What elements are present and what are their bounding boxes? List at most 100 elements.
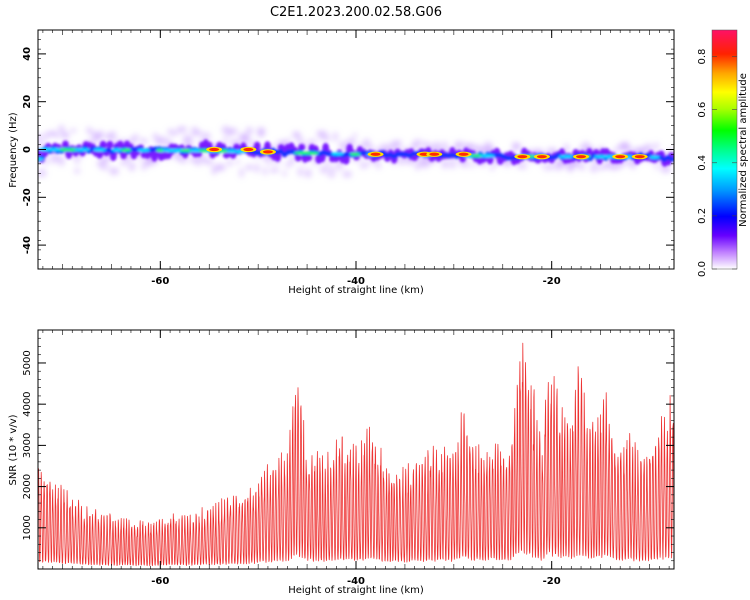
spectral-core-blob — [669, 156, 674, 162]
x-tick-label: -60 — [151, 276, 169, 287]
colorbar-tick-label: 0.6 — [697, 102, 708, 118]
spectral-halo-blob — [668, 149, 674, 154]
spectral-hotspot-core — [429, 152, 440, 156]
spectral-mid-blob — [137, 148, 151, 152]
colorbar-label: Normalized spectral amplitude — [738, 73, 749, 227]
spectral-halo-blob — [574, 160, 582, 167]
spectral-halo-blob — [327, 166, 337, 172]
spectral-halo-blob — [665, 166, 671, 173]
spectral-halo-blob — [518, 164, 528, 169]
spectral-halo-blob — [654, 164, 659, 170]
spectral-halo-blob — [297, 166, 303, 177]
snr-panel: -60 -40 -20 1000 2000 3000 4000 5000 Height of … — [8, 329, 675, 596]
spectral-halo-blob — [245, 126, 254, 135]
spectral-band-blob — [116, 140, 124, 150]
spectrogram-panel: -60 -40 -20 -40 -20 0 20 40 Height of straight … — [8, 29, 675, 296]
spectral-halo-blob — [327, 171, 336, 178]
spectral-halo-blob — [342, 170, 353, 178]
spectral-halo-blob — [517, 143, 522, 150]
spectral-halo-blob — [441, 159, 450, 169]
spectral-halo-blob — [58, 156, 65, 167]
snr-ylabel: SNR (10 * v/v) — [8, 414, 19, 485]
spectral-mid-blob — [73, 148, 91, 152]
spectral-halo-blob — [291, 131, 301, 137]
spectral-halo-blob — [324, 160, 332, 165]
spectral-halo-blob — [262, 166, 268, 176]
spectral-halo-blob — [589, 163, 598, 173]
spectral-halo-blob — [285, 162, 292, 168]
colorbar-tick-label: 0.4 — [697, 155, 708, 171]
chart-title: C2E1.2023.200.02.58.G06 — [270, 5, 442, 20]
colorbar-tick-label: 0.0 — [697, 261, 708, 277]
spectral-mid-blob — [302, 151, 320, 155]
spectrogram-xlabel: Height of straight line (km) — [288, 285, 424, 296]
spectral-halo-blob — [546, 163, 555, 170]
spectral-halo-blob — [109, 166, 116, 176]
spectrogram-image — [38, 125, 674, 178]
y-tick-label: 1000 — [22, 515, 33, 540]
spectrogram-ticks: -60 -40 -20 -40 -20 0 20 40 — [22, 29, 674, 287]
spectral-halo-blob — [88, 130, 97, 135]
spectral-halo-blob — [244, 164, 254, 171]
spectral-halo-blob — [156, 140, 163, 145]
spectral-halo-blob — [172, 131, 178, 136]
spectral-halo-blob — [644, 143, 653, 148]
y-tick-label: 20 — [22, 95, 33, 109]
spectral-halo-blob — [319, 165, 328, 174]
spectral-hotspot-core — [576, 155, 587, 159]
y-tick-label: -40 — [22, 236, 33, 254]
spectral-halo-blob — [384, 143, 389, 152]
colorbar-tick-label: 0.2 — [697, 208, 708, 224]
spectral-halo-blob — [511, 142, 520, 150]
x-tick-label: -20 — [543, 576, 561, 587]
spectral-halo-blob — [196, 160, 201, 167]
spectral-halo-blob — [256, 126, 266, 136]
spectral-core-blob — [277, 149, 284, 155]
spectral-halo-blob — [289, 157, 296, 165]
colorbar-tick-label: 0.8 — [697, 49, 708, 65]
spectral-halo-blob — [290, 153, 295, 159]
spectral-halo-blob — [266, 160, 272, 165]
snr-xlabel: Height of straight line (km) — [288, 585, 424, 596]
spectral-halo-blob — [74, 168, 80, 174]
spectral-hotspot-core — [243, 147, 254, 152]
spectral-band-blob — [61, 140, 69, 149]
y-tick-label: 40 — [22, 47, 33, 61]
spectral-mid-blob — [349, 152, 361, 156]
spectral-halo-blob — [442, 141, 448, 150]
spectral-band-blob — [96, 150, 104, 159]
spectral-halo-blob — [412, 138, 423, 148]
spectral-mid-blob — [120, 148, 132, 152]
y-tick-label: 2000 — [22, 474, 33, 499]
spectral-halo-blob — [107, 130, 117, 141]
spectral-halo-blob — [194, 130, 203, 136]
colorbar-gradient — [712, 30, 737, 269]
spectral-halo-blob — [139, 138, 148, 145]
spectral-halo-blob — [375, 162, 382, 169]
spectral-halo-blob — [207, 158, 214, 166]
spectral-halo-blob — [235, 159, 240, 165]
spectral-halo-blob — [113, 167, 120, 175]
snr-ticks: -60 -40 -20 1000 2000 3000 4000 5000 — [22, 329, 674, 587]
colorbar-ticks: 0.0 0.2 0.4 0.6 0.8 — [697, 49, 737, 277]
spectral-halo-blob — [38, 169, 47, 178]
spectral-halo-blob — [367, 144, 375, 152]
spectral-halo-blob — [74, 156, 80, 165]
spectral-halo-blob — [352, 133, 358, 138]
spectral-mid-blob — [558, 155, 574, 159]
spectral-halo-blob — [307, 139, 317, 146]
spectral-mid-blob — [649, 155, 660, 159]
spectral-hotspot-core — [262, 150, 273, 154]
spectral-halo-blob — [201, 132, 211, 141]
spectral-halo-blob — [178, 125, 188, 133]
spectral-mid-blob — [38, 157, 44, 161]
spectral-halo-blob — [218, 163, 226, 172]
spectral-halo-blob — [379, 143, 386, 149]
spectral-halo-blob — [286, 138, 291, 144]
spectral-mid-blob — [93, 148, 107, 152]
colorbar-frame — [711, 29, 738, 270]
spectral-halo-blob — [653, 142, 659, 151]
spectral-mid-blob — [226, 149, 238, 153]
x-tick-label: -20 — [543, 276, 561, 287]
